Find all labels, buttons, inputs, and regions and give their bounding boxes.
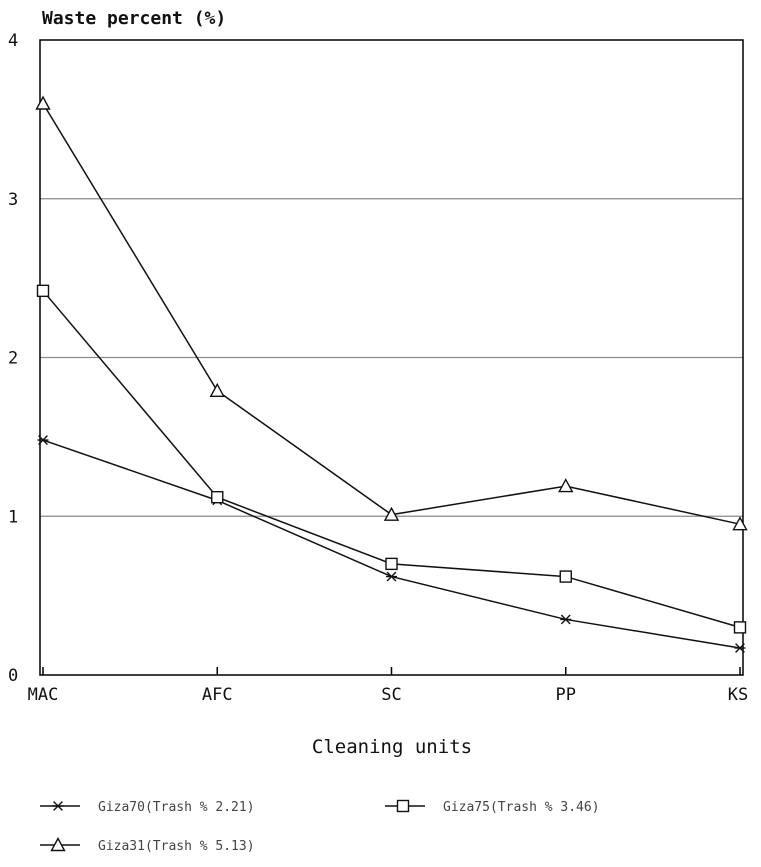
y-tick-label-1: 1 xyxy=(8,507,18,527)
data-point-triangle-KS xyxy=(732,516,748,531)
legend-marker-square xyxy=(396,799,410,813)
data-point-star-SC xyxy=(386,571,397,582)
y-axis-ticks: 0 1 2 3 4 xyxy=(8,31,18,686)
data-point-square-KS xyxy=(733,621,747,634)
series-line-star xyxy=(42,439,741,649)
data-point-star-KS xyxy=(734,643,746,653)
series-line-triangle xyxy=(42,103,741,525)
legend-item-square: Giza75(Trash % 3.46) xyxy=(385,799,600,815)
data-point-star-SC-stroke-2 xyxy=(386,571,397,582)
legend-label-star: Giza70(Trash % 2.21) xyxy=(98,800,255,815)
data-point-square-SC xyxy=(385,557,398,571)
legend-item-triangle: Giza31(Trash % 5.13) xyxy=(40,837,255,854)
y-tick-label-4: 4 xyxy=(8,31,18,51)
y-axis-label: Waste percent (%) xyxy=(42,8,226,29)
data-point-square-MAC xyxy=(36,284,50,298)
x-tick-label-AFC: AFC xyxy=(202,685,233,705)
data-point-triangle-MAC xyxy=(35,95,51,110)
data-point-star-MAC-stroke-2 xyxy=(38,435,48,445)
gridlines xyxy=(40,198,743,517)
legend-label-triangle: Giza31(Trash % 5.13) xyxy=(98,839,255,854)
y-tick-label-0: 0 xyxy=(8,666,18,686)
data-point-square-PP xyxy=(559,570,572,583)
data-point-triangle-AFC xyxy=(209,382,225,398)
x-tick-label-KS: KS xyxy=(728,685,748,705)
legend: Giza70(Trash % 2.21) Giza75(Trash % 3.46)… xyxy=(40,799,600,854)
data-point-square-AFC xyxy=(211,491,224,504)
x-tick-label-MAC: MAC xyxy=(28,685,59,705)
data-point-star-KS-stroke-2 xyxy=(735,643,745,653)
y-tick-label-3: 3 xyxy=(8,190,18,210)
x-tick-label-SC: SC xyxy=(381,685,401,705)
data-point-triangle-SC xyxy=(383,506,400,521)
legend-label-square: Giza75(Trash % 3.46) xyxy=(443,800,600,815)
data-point-triangle-PP xyxy=(558,478,574,493)
legend-marker-star xyxy=(52,801,64,811)
x-axis-label: Cleaning units xyxy=(312,736,472,758)
legend-item-star: Giza70(Trash % 2.21) xyxy=(40,800,255,815)
x-axis-ticks: MAC AFC SC PP KS xyxy=(28,667,748,705)
data-point-star-PP-stroke-2 xyxy=(560,614,571,625)
legend-marker-triangle xyxy=(50,837,66,852)
series-markers xyxy=(35,95,748,653)
data-point-star-PP xyxy=(560,614,572,625)
data-point-star-MAC xyxy=(37,435,49,445)
y-tick-label-2: 2 xyxy=(8,349,18,369)
legend-marker-star-stroke-2 xyxy=(53,801,63,811)
x-tick-label-PP: PP xyxy=(556,685,576,705)
